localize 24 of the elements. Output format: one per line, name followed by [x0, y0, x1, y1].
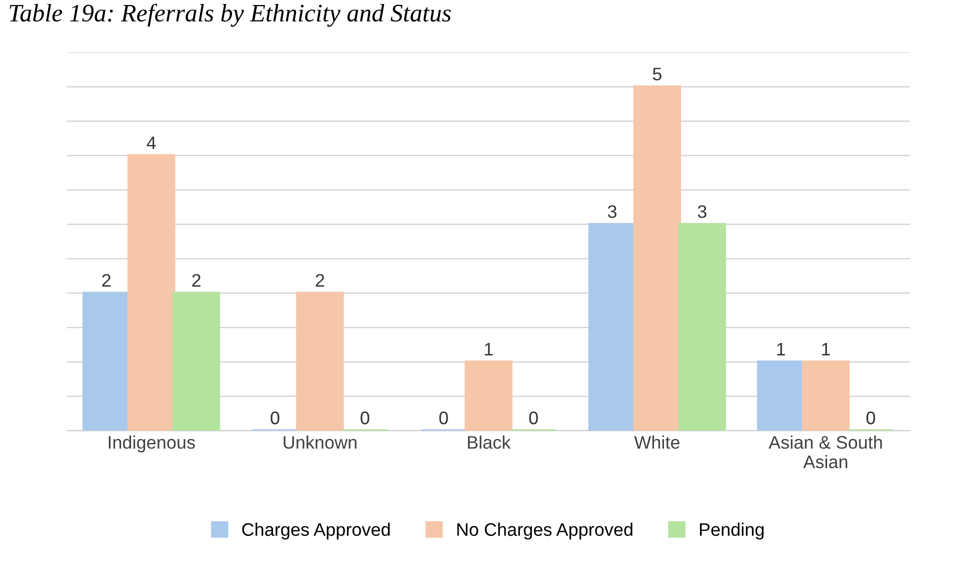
legend-label: Pending [700, 522, 764, 540]
x-tick-label: White [634, 436, 680, 449]
data-label: 1 [822, 342, 830, 356]
x-tick-label: Indigenous [108, 436, 195, 452]
data-label: 2 [316, 274, 324, 287]
x-tick-label: Black [468, 436, 511, 449]
data-label: 2 [102, 274, 111, 287]
data-label: 1 [777, 342, 785, 356]
x-tick-label: Unknown [284, 436, 356, 449]
data-label: 3 [698, 205, 706, 218]
x-tick-label: Asian & South Asian [768, 436, 882, 468]
data-label: 0 [529, 412, 538, 424]
data-label: 1 [484, 342, 493, 356]
data-label: 0 [439, 412, 448, 424]
data-label: 0 [360, 412, 370, 424]
data-label: 4 [146, 136, 156, 150]
data-label: 3 [608, 205, 616, 218]
legend-label: Charges Approved [242, 522, 390, 540]
data-label: 5 [652, 68, 662, 80]
legend-label: No Charges Approved [457, 522, 632, 540]
data-label: 0 [866, 412, 876, 424]
data-label: 0 [270, 412, 280, 424]
data-label: 2 [192, 274, 200, 287]
chart-title: Table 19a: Referrals by Ethnicity and Status [10, 4, 451, 27]
